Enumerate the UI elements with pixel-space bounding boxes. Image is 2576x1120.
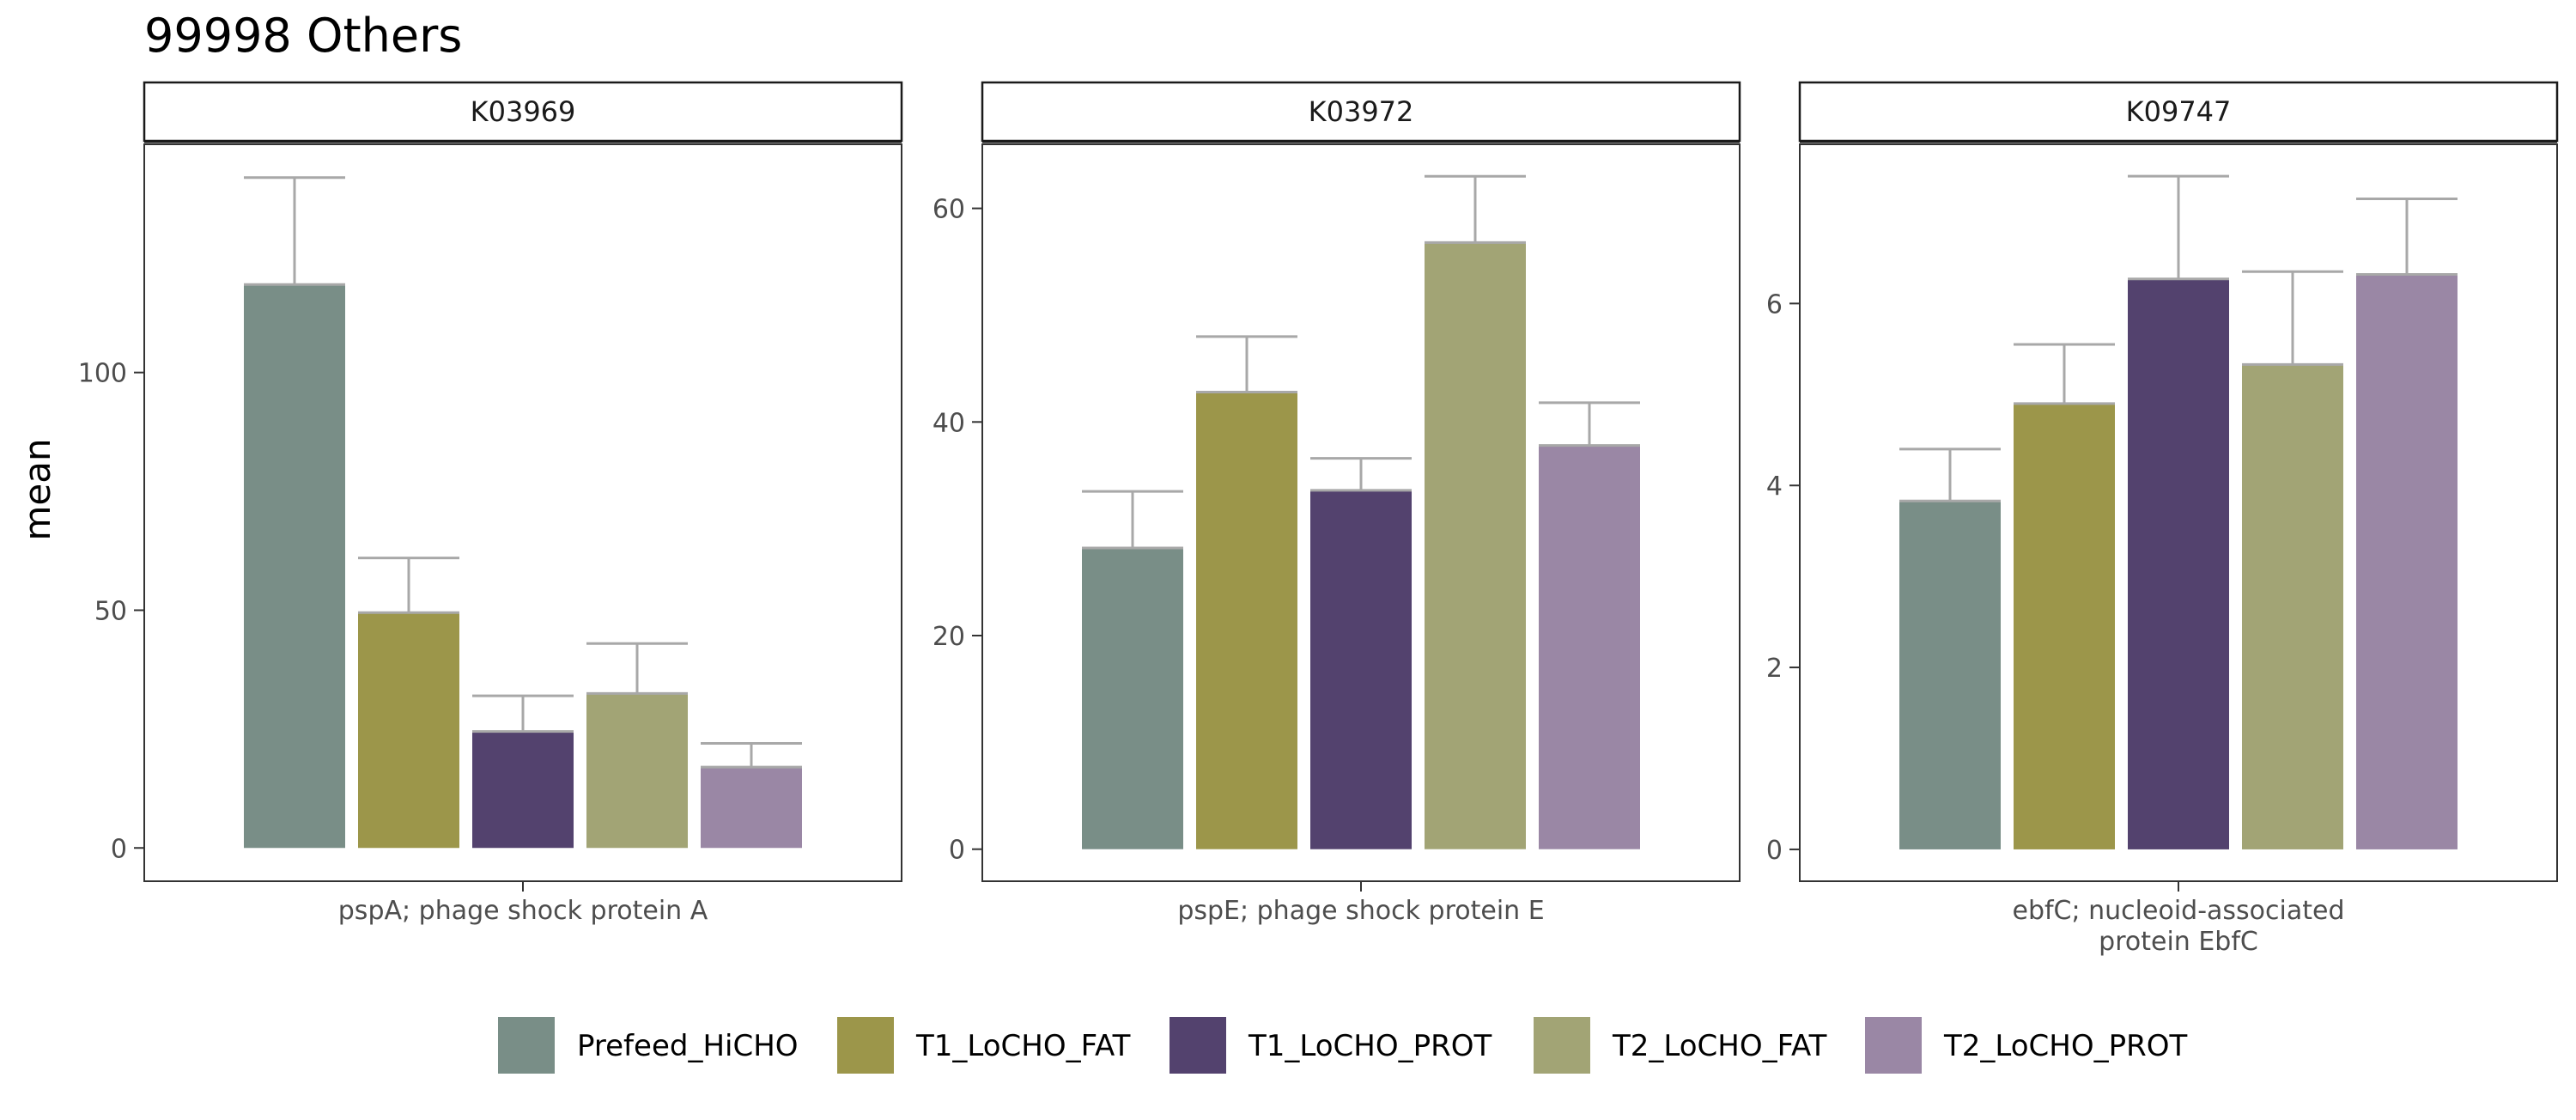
y-tick-label: 60 <box>933 195 965 225</box>
legend-item: T1_LoCHO_PROT <box>1170 1017 1492 1074</box>
y-tick-label: 20 <box>933 622 965 652</box>
bar <box>1196 392 1297 849</box>
legend-label: T1_LoCHO_PROT <box>1248 1029 1492 1063</box>
legend-label: Prefeed_HiCHO <box>577 1029 799 1063</box>
legend-swatch <box>837 1017 894 1074</box>
x-tick-label: pspE; phage shock protein E <box>1177 896 1544 926</box>
legend-label: T1_LoCHO_FAT <box>915 1029 1131 1063</box>
bar <box>1425 242 1526 849</box>
chart-title: 99998 Others <box>144 9 462 63</box>
y-tick-label: 4 <box>1766 472 1783 502</box>
y-tick-label: 2 <box>1766 654 1783 684</box>
y-tick-label: 100 <box>78 359 127 389</box>
bar <box>1310 490 1412 849</box>
bar <box>1539 445 1640 849</box>
bar <box>586 693 688 849</box>
y-tick-label: 0 <box>949 836 965 866</box>
bar <box>701 767 802 849</box>
y-tick-label: 6 <box>1766 289 1783 320</box>
facet-panel-1: K03969 0 50 100 pspA; phage shock protein A <box>78 81 903 926</box>
bar <box>244 284 345 849</box>
y-axis-label: mean <box>16 438 58 540</box>
legend-swatch <box>1534 1017 1590 1074</box>
bar <box>358 612 459 849</box>
bar <box>2242 364 2343 849</box>
y-tick-label: 50 <box>94 596 127 626</box>
facet-strip <box>143 81 903 143</box>
facet-strip-label: K03969 <box>471 95 576 128</box>
legend: Prefeed_HiCHO T1_LoCHO_FAT T1_LoCHO_PROT T2… <box>498 1017 2188 1074</box>
legend-swatch <box>1865 1017 1922 1074</box>
facet-strip-label: K03972 <box>1309 95 1414 128</box>
y-tick-label: 0 <box>111 834 127 864</box>
legend-item: T2_LoCHO_FAT <box>1534 1017 1827 1074</box>
y-tick-label: 40 <box>933 408 965 438</box>
facet-strip <box>981 81 1741 143</box>
facet-strip <box>1798 81 2559 143</box>
facet-panel-2: K03972 0 20 40 60 pspE; phage shock protein E <box>933 81 1741 926</box>
legend-label: T2_LoCHO_PROT <box>1943 1029 2188 1063</box>
facet-panel-3: K09747 0 2 4 6 ebfC; nucleoid-associatedprote… <box>1766 81 2559 957</box>
legend-label: T2_LoCHO_FAT <box>1612 1029 1827 1063</box>
x-tick-label: pspA; phage shock protein A <box>338 896 708 926</box>
x-tick-label: protein EbfC <box>2099 927 2258 957</box>
legend-item: T1_LoCHO_FAT <box>837 1017 1131 1074</box>
bar <box>472 731 574 849</box>
facet-strip-label: K09747 <box>2126 95 2232 128</box>
legend-item: T2_LoCHO_PROT <box>1865 1017 2188 1074</box>
bar <box>2014 403 2115 849</box>
bar <box>1899 501 2001 849</box>
x-tick-label: ebfC; nucleoid-associated <box>2013 896 2345 926</box>
legend-swatch <box>1170 1017 1226 1074</box>
legend-swatch <box>498 1017 555 1074</box>
y-tick-label: 0 <box>1766 836 1783 866</box>
bar <box>1082 548 1183 849</box>
bar <box>2128 278 2229 849</box>
legend-item: Prefeed_HiCHO <box>498 1017 799 1074</box>
bar <box>2356 274 2458 849</box>
